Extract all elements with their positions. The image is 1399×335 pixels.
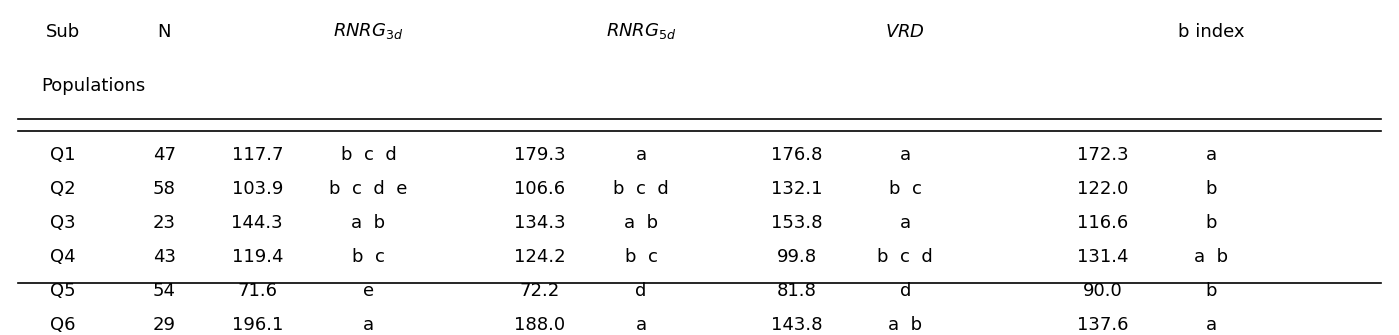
Text: a: a <box>362 316 374 334</box>
Text: $\mathit{RNRG}_{5d}$: $\mathit{RNRG}_{5d}$ <box>606 21 676 41</box>
Text: 29: 29 <box>152 316 176 334</box>
Text: b  c: b c <box>888 180 922 198</box>
Text: 43: 43 <box>152 248 176 266</box>
Text: a  b: a b <box>888 316 922 334</box>
Text: a: a <box>635 146 646 164</box>
Text: Q5: Q5 <box>50 282 76 300</box>
Text: $\mathit{RNRG}_{3d}$: $\mathit{RNRG}_{3d}$ <box>333 21 404 41</box>
Text: 188.0: 188.0 <box>513 316 565 334</box>
Text: b  c  d: b c d <box>613 180 669 198</box>
Text: a  b: a b <box>624 214 658 232</box>
Text: 153.8: 153.8 <box>771 214 823 232</box>
Text: 196.1: 196.1 <box>232 316 283 334</box>
Text: a  b: a b <box>351 214 386 232</box>
Text: 23: 23 <box>152 214 176 232</box>
Text: 144.3: 144.3 <box>231 214 283 232</box>
Text: 54: 54 <box>152 282 176 300</box>
Text: Q4: Q4 <box>50 248 76 266</box>
Text: 179.3: 179.3 <box>513 146 565 164</box>
Text: 134.3: 134.3 <box>513 214 565 232</box>
Text: 132.1: 132.1 <box>771 180 823 198</box>
Text: a: a <box>900 146 911 164</box>
Text: 116.6: 116.6 <box>1077 214 1129 232</box>
Text: Sub: Sub <box>45 23 80 41</box>
Text: 72.2: 72.2 <box>519 282 560 300</box>
Text: Q3: Q3 <box>50 214 76 232</box>
Text: b  c: b c <box>353 248 385 266</box>
Text: 172.3: 172.3 <box>1077 146 1129 164</box>
Text: 47: 47 <box>152 146 176 164</box>
Text: N: N <box>157 23 171 41</box>
Text: 119.4: 119.4 <box>231 248 283 266</box>
Text: a: a <box>635 316 646 334</box>
Text: 106.6: 106.6 <box>513 180 565 198</box>
Text: b  c  d  e: b c d e <box>329 180 407 198</box>
Text: 143.8: 143.8 <box>771 316 823 334</box>
Text: b index: b index <box>1178 23 1245 41</box>
Text: Q6: Q6 <box>50 316 76 334</box>
Text: 71.6: 71.6 <box>238 282 277 300</box>
Text: Populations: Populations <box>42 77 145 95</box>
Text: 131.4: 131.4 <box>1077 248 1129 266</box>
Text: a: a <box>1206 316 1217 334</box>
Text: a: a <box>1206 146 1217 164</box>
Text: 117.7: 117.7 <box>231 146 283 164</box>
Text: 99.8: 99.8 <box>776 248 817 266</box>
Text: Q1: Q1 <box>50 146 76 164</box>
Text: $\mathit{VRD}$: $\mathit{VRD}$ <box>886 23 925 41</box>
Text: b  c: b c <box>625 248 658 266</box>
Text: b: b <box>1206 282 1217 300</box>
Text: Q2: Q2 <box>50 180 76 198</box>
Text: 81.8: 81.8 <box>776 282 817 300</box>
Text: d: d <box>900 282 911 300</box>
Text: 90.0: 90.0 <box>1083 282 1122 300</box>
Text: b  c  d: b c d <box>340 146 396 164</box>
Text: d: d <box>635 282 646 300</box>
Text: b: b <box>1206 180 1217 198</box>
Text: 103.9: 103.9 <box>232 180 283 198</box>
Text: e: e <box>362 282 374 300</box>
Text: 137.6: 137.6 <box>1077 316 1129 334</box>
Text: 122.0: 122.0 <box>1077 180 1129 198</box>
Text: b  c  d: b c d <box>877 248 933 266</box>
Text: 58: 58 <box>152 180 175 198</box>
Text: 176.8: 176.8 <box>771 146 823 164</box>
Text: b: b <box>1206 214 1217 232</box>
Text: a  b: a b <box>1195 248 1228 266</box>
Text: 124.2: 124.2 <box>513 248 565 266</box>
Text: a: a <box>900 214 911 232</box>
